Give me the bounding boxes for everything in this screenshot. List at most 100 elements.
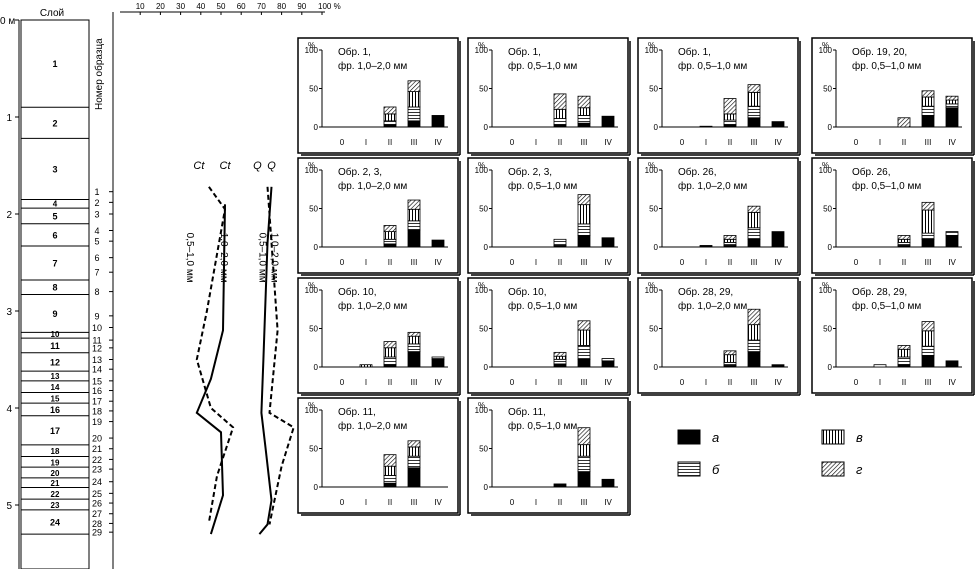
layer-label: 1 (52, 59, 57, 69)
bar-segment (747, 84, 761, 93)
sample-label: 15 (92, 376, 102, 386)
bar-segment (407, 220, 421, 231)
y-unit: % (648, 161, 655, 170)
bar-segment (577, 427, 591, 446)
y-tick-label: 100 (475, 286, 489, 295)
percent-tick-label: 40 (196, 2, 205, 11)
bar-segment (897, 345, 911, 350)
percent-tick-label: 10 (136, 2, 145, 11)
layer-label: 3 (52, 164, 57, 174)
category-label: 0 (510, 498, 515, 507)
bar-segment (723, 241, 737, 246)
y-tick-label: 0 (484, 123, 489, 132)
layer-label: 18 (51, 447, 60, 456)
percent-tick-label: 100 % (318, 2, 341, 11)
category-label: III (581, 138, 588, 147)
category-label: 0 (340, 258, 345, 267)
depth-tick-label: 0 м (0, 16, 15, 27)
y-tick-label: 50 (309, 325, 318, 334)
panel-frame (811, 37, 973, 154)
sample-label: 2 (94, 198, 99, 208)
bar-segment (577, 95, 591, 109)
bar-segment (897, 356, 911, 366)
category-label: III (411, 138, 418, 147)
category-label: 0 (340, 498, 345, 507)
panel-frame (467, 37, 629, 154)
category-label: III (581, 378, 588, 387)
bar-segment (747, 351, 761, 368)
panel-subtitle: фр. 1,0–2,0 мм (338, 180, 407, 192)
bar-segment (601, 358, 615, 362)
sample-label: 13 (92, 355, 102, 365)
bar-segment (747, 227, 761, 240)
category-label: II (388, 258, 392, 267)
sample-label: 10 (92, 323, 102, 333)
y-tick-label: 100 (475, 166, 489, 175)
y-tick-label: 50 (823, 325, 832, 334)
y-tick-label: 0 (314, 243, 319, 252)
category-label: IV (948, 258, 956, 267)
panel-title: Обр. 28, 29, (678, 286, 733, 298)
curve-3 (266, 186, 295, 525)
bar-segment (383, 356, 397, 366)
curve-top-label: Q (267, 160, 276, 172)
bar-segment (407, 455, 421, 469)
bar-segment (383, 106, 397, 115)
y-tick-label: 100 (475, 46, 489, 55)
bar-segment (431, 358, 445, 368)
category-label: II (558, 138, 562, 147)
panel-frame (637, 277, 799, 394)
layer-header: Слой (40, 8, 64, 19)
category-label: I (365, 498, 367, 507)
panel-title: Обр. 2, 3, (508, 166, 552, 178)
y-tick-label: 50 (309, 445, 318, 454)
category-label: IV (434, 138, 442, 147)
bar-segment (577, 345, 591, 360)
panel-title: Обр. 19, 20, (852, 46, 907, 58)
bar-segment (577, 204, 591, 225)
y-unit: % (478, 281, 485, 290)
category-label: I (705, 258, 707, 267)
category-label: IV (604, 378, 612, 387)
bar-segment (407, 351, 421, 368)
category-label: I (705, 378, 707, 387)
category-label: II (902, 138, 906, 147)
bar-segment (897, 117, 911, 128)
bar-segment (873, 364, 887, 368)
bar-segment (747, 117, 761, 128)
layer-label: 7 (52, 258, 57, 268)
y-unit: % (478, 41, 485, 50)
bar-segment (383, 475, 397, 484)
category-label: I (879, 138, 881, 147)
sample-label: 5 (94, 237, 99, 247)
y-tick-label: 50 (823, 205, 832, 214)
bar-segment (921, 238, 935, 248)
bar-segment (723, 354, 737, 363)
bar-segment (723, 119, 737, 126)
bar-segment (921, 345, 935, 356)
category-label: 0 (340, 138, 345, 147)
bar-segment (747, 105, 761, 119)
sample-label: 6 (94, 253, 99, 263)
category-label: IV (434, 378, 442, 387)
category-label: II (728, 138, 732, 147)
layer-label: 8 (52, 283, 57, 293)
bar-segment (945, 103, 959, 109)
bar-segment (431, 239, 445, 248)
sample-label: 9 (94, 311, 99, 321)
bar-segment (383, 454, 397, 467)
bar-segment (407, 80, 421, 92)
layer-label: 13 (51, 372, 60, 381)
layer-label: 11 (50, 341, 60, 351)
y-tick-label: 0 (484, 243, 489, 252)
sample-label: 8 (94, 287, 99, 297)
category-label: II (558, 258, 562, 267)
panel-subtitle: фр. 1,0–2,0 мм (338, 420, 407, 432)
percent-tick-label: 60 (237, 2, 246, 11)
y-tick-label: 50 (649, 85, 658, 94)
